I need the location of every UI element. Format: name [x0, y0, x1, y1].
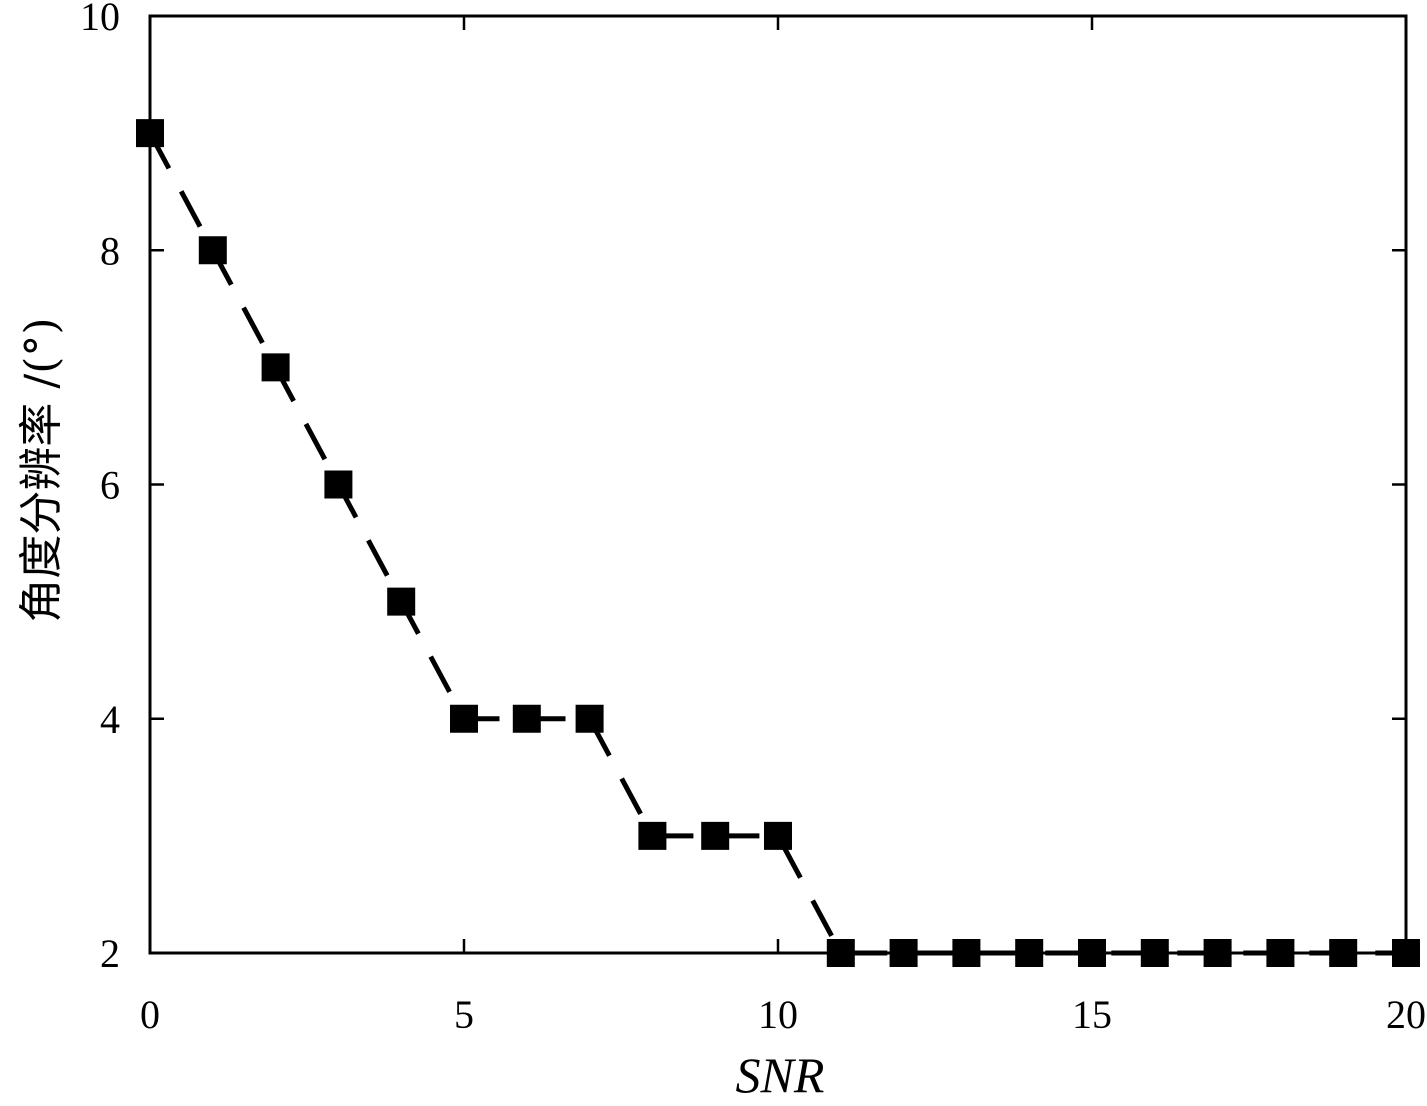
y-tick-label: 2 — [100, 931, 120, 976]
y-tick-label: 10 — [80, 0, 120, 39]
x-tick-label: 10 — [758, 992, 798, 1037]
data-point-marker — [764, 821, 792, 850]
x-tick-label: 20 — [1386, 992, 1426, 1037]
data-point-marker — [261, 353, 290, 382]
data-point-marker — [701, 821, 730, 850]
data-point-marker — [952, 939, 981, 967]
data-point-marker — [198, 236, 227, 265]
data-point-marker — [1140, 939, 1169, 967]
data-point-marker — [1392, 939, 1420, 967]
y-tick-label: 6 — [100, 463, 120, 508]
data-point-marker — [324, 470, 353, 499]
data-point-marker — [512, 704, 541, 733]
axis-tick-labels: 0 5 10 15 20 2 4 6 8 10 — [80, 0, 1426, 1037]
data-point-marker — [1078, 939, 1106, 967]
data-point-marker — [826, 939, 855, 967]
data-point-marker — [387, 587, 416, 616]
y-tick-label: 8 — [100, 228, 120, 273]
data-point-marker — [1015, 939, 1044, 967]
data-point-marker — [889, 939, 918, 967]
data-point-marker — [1329, 939, 1358, 967]
data-point-marker — [1203, 939, 1232, 967]
x-axis-title: SNR — [736, 1047, 825, 1103]
data-point-marker — [638, 821, 667, 850]
data-point-marker — [136, 119, 164, 148]
series-group — [136, 119, 1420, 967]
x-tick-label: 15 — [1072, 992, 1112, 1037]
data-point-marker — [1266, 939, 1295, 967]
x-tick-label: 0 — [140, 992, 160, 1037]
x-tick-label: 5 — [454, 992, 474, 1037]
y-tick-label: 4 — [100, 697, 120, 742]
series-line — [147, 131, 1406, 956]
data-point-marker — [575, 704, 604, 733]
data-point-marker — [450, 704, 478, 733]
y-axis-title: 角度分辨率 /(°) — [16, 317, 67, 622]
